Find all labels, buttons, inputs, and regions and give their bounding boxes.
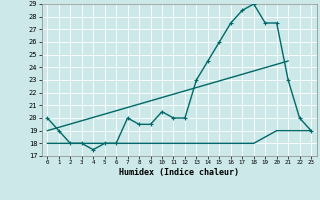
X-axis label: Humidex (Indice chaleur): Humidex (Indice chaleur)	[119, 168, 239, 177]
